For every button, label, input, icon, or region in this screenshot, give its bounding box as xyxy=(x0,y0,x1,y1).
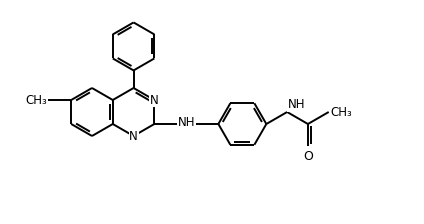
Text: O: O xyxy=(303,150,313,163)
Text: NH: NH xyxy=(288,98,305,111)
Text: NH: NH xyxy=(178,116,195,129)
Text: N: N xyxy=(129,129,138,142)
Text: CH₃: CH₃ xyxy=(25,93,47,106)
Text: N: N xyxy=(150,93,159,106)
Text: CH₃: CH₃ xyxy=(330,106,351,118)
